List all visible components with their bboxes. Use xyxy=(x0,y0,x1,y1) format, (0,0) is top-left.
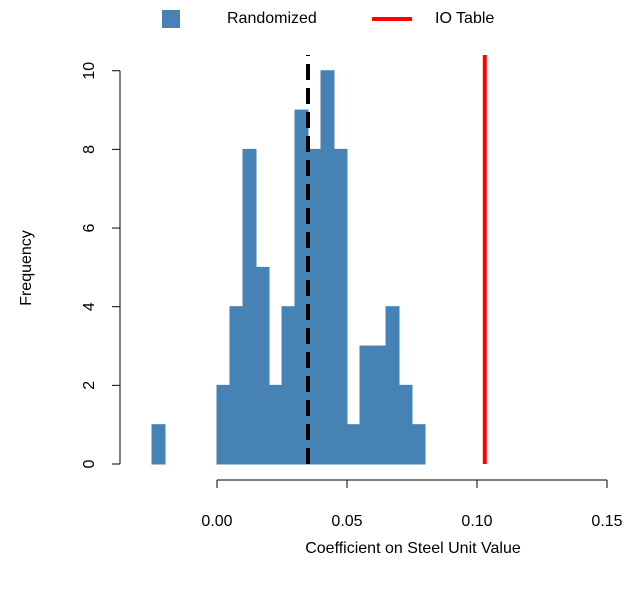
x-tick-label: 0.00 xyxy=(201,513,232,530)
bar xyxy=(268,384,283,465)
x-tick-label: 0.10 xyxy=(461,513,492,530)
y-tick-label: 6 xyxy=(81,223,98,232)
x-tick-label: 0.15 xyxy=(591,513,622,530)
bar xyxy=(346,424,361,465)
bar xyxy=(398,384,413,465)
bar xyxy=(333,148,348,465)
bar xyxy=(151,424,166,465)
legend-label: IO Table xyxy=(435,10,494,27)
x-tick-label: 0.05 xyxy=(331,513,362,530)
y-tick-label: 0 xyxy=(81,459,98,468)
bar xyxy=(216,384,231,465)
y-tick-label: 4 xyxy=(81,302,98,311)
y-tick-label: 8 xyxy=(81,145,98,154)
bar xyxy=(229,306,244,465)
y-axis-label: Frequency xyxy=(18,230,35,306)
legend-swatch xyxy=(162,10,180,28)
bar xyxy=(385,306,400,465)
x-axis-label: Coefficient on Steel Unit Value xyxy=(305,540,521,557)
legend-label: Randomized xyxy=(227,10,317,27)
bar xyxy=(255,266,270,465)
bar xyxy=(320,70,335,465)
y-tick-label: 2 xyxy=(81,381,98,390)
bar xyxy=(281,306,296,465)
bar xyxy=(359,345,374,465)
bar xyxy=(411,424,426,465)
y-tick-label: 10 xyxy=(81,62,98,80)
bar xyxy=(242,148,257,465)
bar xyxy=(372,345,387,465)
